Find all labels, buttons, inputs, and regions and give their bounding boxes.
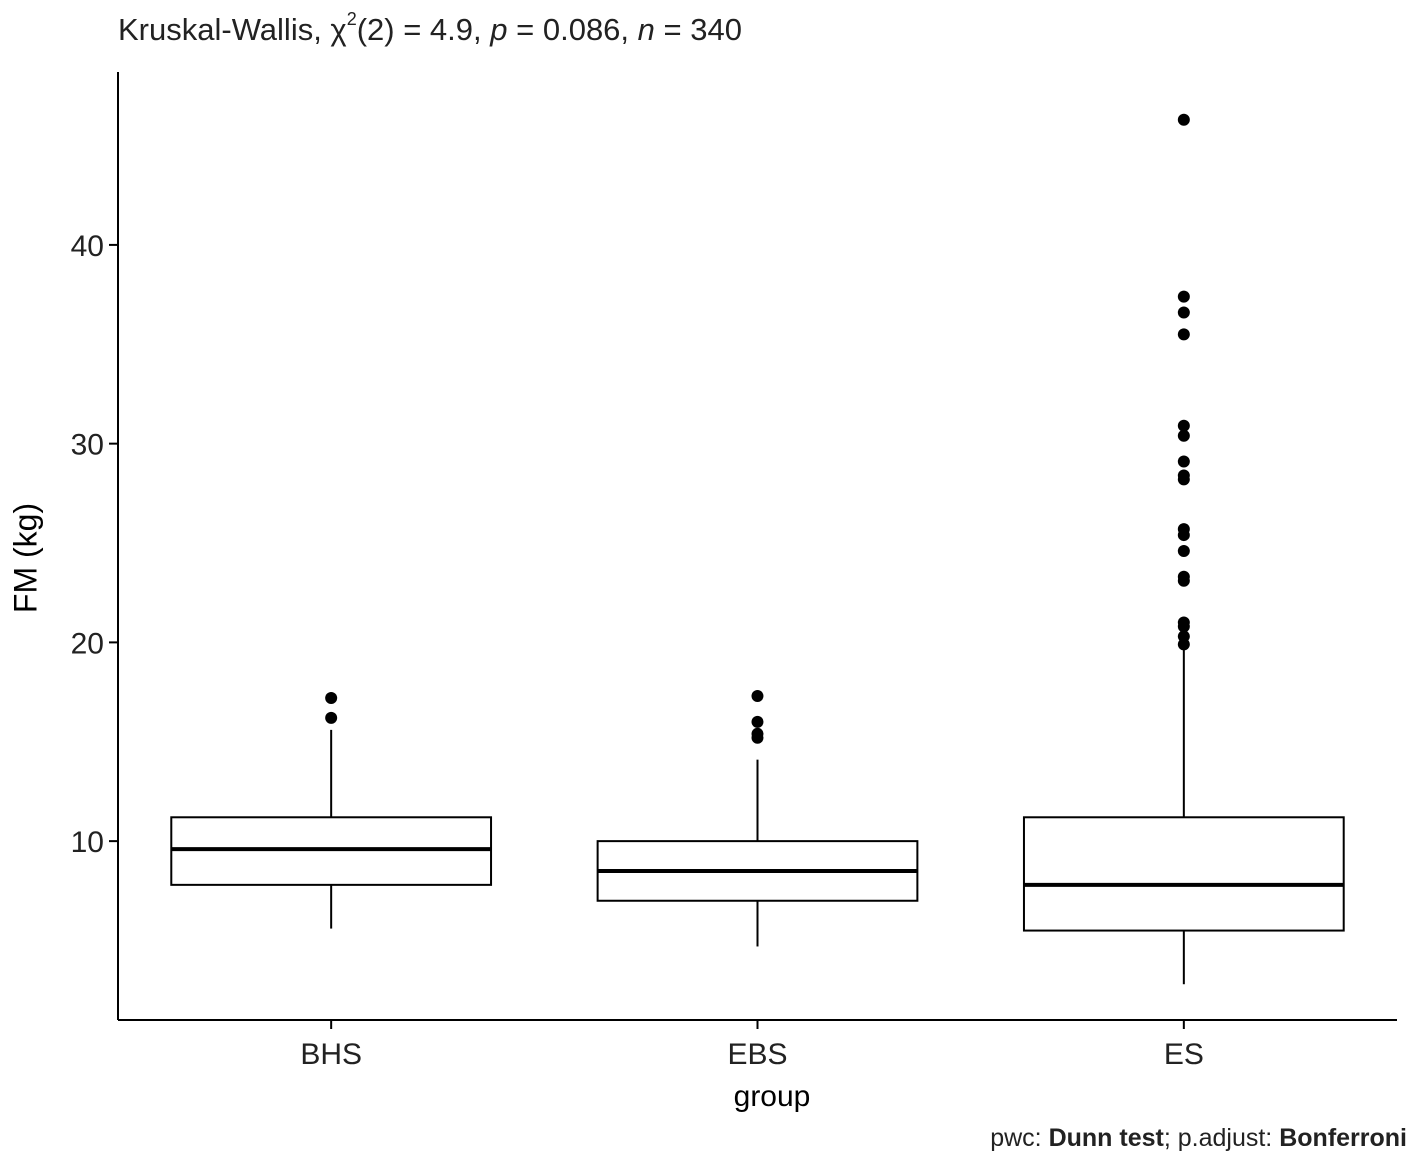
outlier-point — [751, 715, 764, 728]
pwc-method: Dunn test — [1048, 1124, 1164, 1152]
chart-title: Kruskal-Wallis, χ2(2) = 4.9, p = 0.086, … — [118, 8, 742, 48]
outlier-point — [1177, 570, 1190, 583]
outlier-point — [751, 727, 764, 740]
outlier-point — [325, 711, 338, 724]
outlier-point — [1177, 455, 1190, 468]
outlier-point — [1177, 523, 1190, 536]
y-tick-label: 10 — [71, 826, 104, 859]
adjust-label: ; p.adjust: — [1163, 1124, 1280, 1152]
y-tick-label: 40 — [71, 230, 104, 263]
adjust-method: Bonferroni — [1279, 1124, 1407, 1152]
box-iqr — [1022, 816, 1345, 932]
x-tick-label: ES — [1164, 1038, 1204, 1071]
title-n-label: n — [637, 12, 655, 47]
title-p-value: = 0.086, — [507, 12, 638, 47]
y-tick-label: 30 — [71, 429, 104, 462]
outlier-point — [751, 690, 764, 703]
outlier-point — [1177, 290, 1190, 303]
outlier-point — [1177, 113, 1190, 126]
pwc-label: pwc: — [990, 1124, 1049, 1152]
y-tick-label: 20 — [71, 627, 104, 660]
outlier-point — [1177, 306, 1190, 319]
outlier-point — [325, 692, 338, 705]
x-tick-label: EBS — [727, 1038, 787, 1071]
outlier-point — [1177, 419, 1190, 432]
title-chi-exponent: 2 — [346, 8, 357, 29]
outlier-point — [1177, 544, 1190, 557]
title-p-label: p — [490, 12, 508, 47]
outlier-point — [1177, 616, 1190, 629]
pairwise-comparison-caption: pwc: Dunn test; p.adjust: Bonferroni — [990, 1124, 1407, 1153]
x-axis-label: group — [733, 1080, 811, 1113]
y-axis-label: FM (kg) — [7, 502, 44, 614]
title-n-value: = 340 — [654, 12, 742, 47]
outlier-point — [1177, 469, 1190, 482]
outlier-point — [1177, 328, 1190, 341]
x-tick-label: BHS — [300, 1038, 362, 1071]
title-df: (2) = 4.9, — [356, 12, 491, 47]
outlier-point — [1177, 630, 1190, 643]
outlier-point — [1177, 429, 1190, 442]
title-prefix: Kruskal-Wallis, χ — [118, 12, 347, 47]
